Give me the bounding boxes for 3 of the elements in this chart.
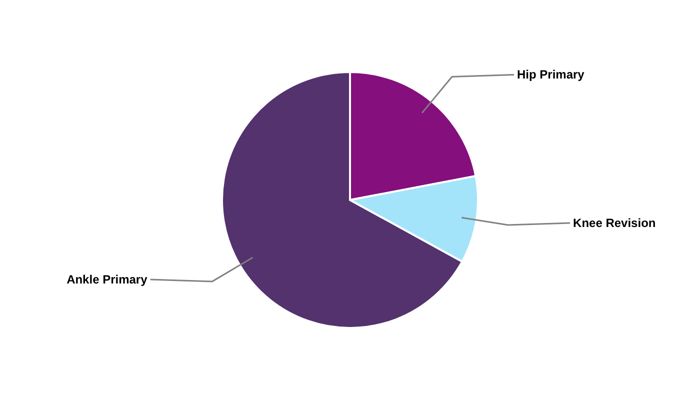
slice-label: Hip Primary: [516, 68, 585, 82]
slice-label: Ankle Primary: [66, 272, 148, 286]
slice-label: Knee Revision: [573, 216, 656, 230]
